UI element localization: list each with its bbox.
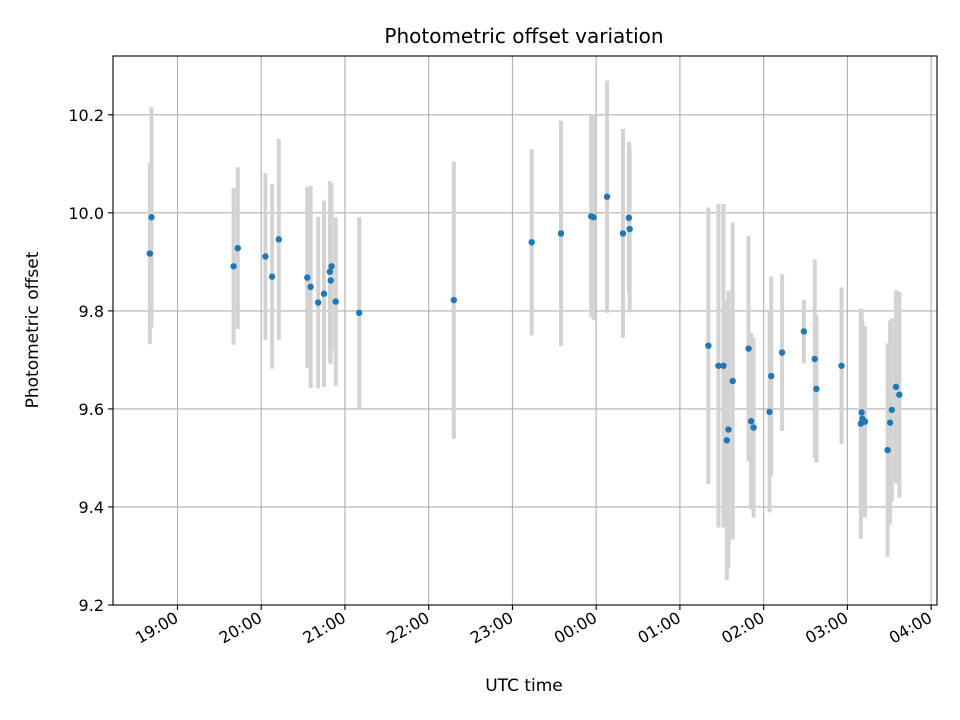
data-point [892, 383, 900, 391]
data-point [838, 362, 845, 369]
y-tick-label: 10.0 [68, 204, 104, 223]
data-point [528, 239, 535, 246]
data-point [800, 328, 808, 335]
data-point [778, 349, 786, 356]
data-point [326, 268, 334, 275]
data-point [723, 437, 731, 444]
data-point [230, 263, 237, 270]
data-point [234, 244, 241, 252]
y-axis-title: Photometric offset [23, 251, 43, 408]
data-point [148, 214, 155, 221]
data-point [896, 391, 903, 398]
data-point [590, 214, 597, 221]
data-point [275, 236, 283, 243]
data-point [720, 362, 727, 369]
plot-frame [112, 55, 938, 606]
data-point [858, 409, 865, 416]
data-point [327, 277, 334, 284]
data-point [886, 419, 894, 426]
y-tick-label: 9.8 [79, 302, 104, 321]
data-point [328, 263, 335, 270]
y-tick-label: 9.4 [79, 498, 104, 517]
data-points [146, 193, 903, 454]
data-point [320, 290, 328, 297]
data-point [332, 298, 339, 305]
data-point [729, 377, 736, 385]
data-point [262, 253, 269, 260]
chart-title: Photometric offset variation [384, 24, 663, 48]
data-point [888, 406, 895, 414]
data-point [766, 408, 773, 416]
y-tick-label: 10.2 [68, 106, 104, 125]
data-point [619, 230, 627, 237]
data-point [314, 299, 322, 306]
data-point [705, 342, 712, 349]
data-point [557, 230, 565, 237]
data-point [725, 426, 732, 433]
data-point [745, 345, 752, 352]
data-point [884, 446, 891, 454]
data-point [811, 355, 818, 363]
data-point [450, 296, 458, 304]
data-point [304, 274, 311, 281]
data-point [626, 225, 633, 233]
y-tick-label: 9.6 [79, 400, 104, 419]
data-point [861, 418, 869, 425]
data-point [715, 362, 722, 369]
x-axis-title: UTC time [485, 676, 563, 696]
data-point [603, 193, 611, 200]
data-point [307, 283, 314, 291]
data-point [813, 385, 820, 393]
data-point [355, 309, 363, 317]
data-point [747, 417, 755, 425]
data-point [268, 273, 276, 280]
data-point [750, 424, 757, 431]
data-point [146, 250, 154, 257]
y-axis-ticks: 9.2 9.4 9.6 9.8 10.0 10.2 [68, 106, 113, 615]
data-point [625, 214, 633, 221]
y-tick-label: 9.2 [79, 596, 104, 615]
data-point [767, 372, 775, 380]
